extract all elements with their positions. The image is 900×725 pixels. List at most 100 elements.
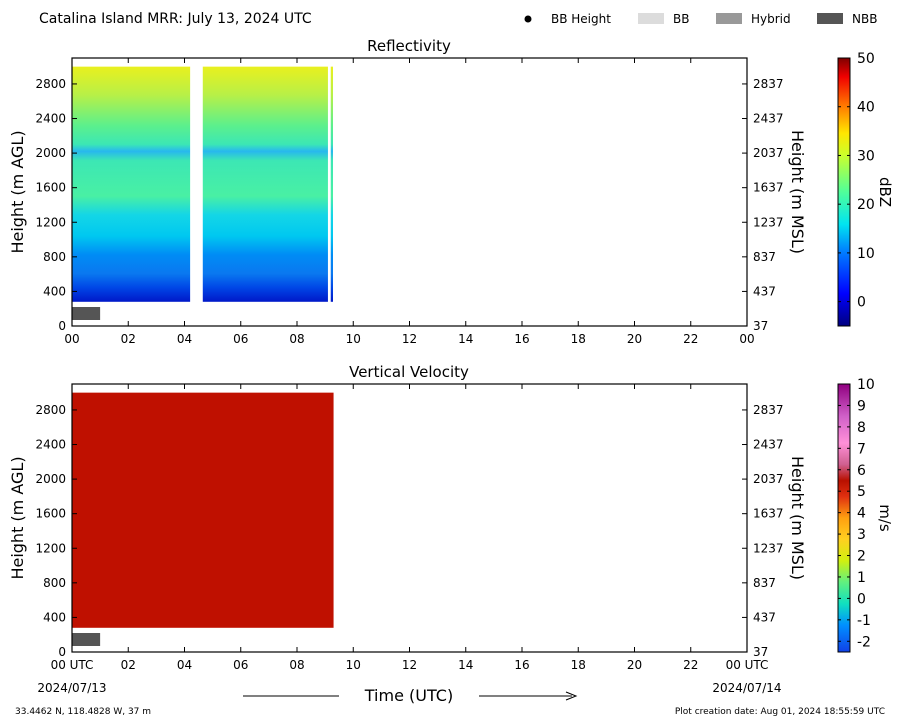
x-tick-label: 16 xyxy=(514,658,529,672)
colorbar-tick-label: 40 xyxy=(857,100,875,116)
y-tick-label-right: 837 xyxy=(753,576,776,590)
colorbar-tick-label: 0 xyxy=(857,591,866,607)
y-tick-label-right: 2437 xyxy=(753,112,784,126)
y-tick-label-right: 2837 xyxy=(753,403,784,417)
y-tick-label: 0 xyxy=(58,645,66,659)
y-tick-label-right: 1237 xyxy=(753,215,784,229)
y-tick-label: 2400 xyxy=(35,112,66,126)
x-tick-label: 14 xyxy=(458,658,473,672)
colorbar-tick-label: 30 xyxy=(857,148,875,164)
reflectivity-ylabel: Height (m AGL) xyxy=(8,130,27,253)
colorbar-tick-label: 50 xyxy=(857,51,875,67)
colorbar-tick-label: -1 xyxy=(857,613,871,629)
x-tick-label: 22 xyxy=(683,658,698,672)
x-tick-label: 04 xyxy=(177,332,192,346)
colorbar-tick-label: 0 xyxy=(857,295,866,311)
y-tick-label-right: 1637 xyxy=(753,507,784,521)
colorbar-tick-label: 1 xyxy=(857,570,866,586)
y-tick-label-right: 1237 xyxy=(753,541,784,555)
y-tick-label: 2400 xyxy=(35,438,66,452)
y-tick-label-right: 1637 xyxy=(753,181,784,195)
velocity-panel: Vertical Velocity 00 UTC 02 04 06 08 10 12 14 16… xyxy=(8,363,894,672)
y-tick-label: 1200 xyxy=(35,215,66,229)
data-block xyxy=(72,66,191,302)
x-tick-label: 00 xyxy=(64,332,79,346)
x-tick-label: 08 xyxy=(289,332,304,346)
bb-class-bar xyxy=(72,307,101,320)
nbb-legend-swatch xyxy=(817,13,843,24)
nbb-legend-label: NBB xyxy=(852,12,877,26)
velocity-ylabel-right: Height (m MSL) xyxy=(788,456,807,580)
bb-height-legend-label: BB Height xyxy=(551,12,611,26)
data-block xyxy=(202,66,328,302)
colorbar-tick-label: 5 xyxy=(857,484,866,500)
data-block xyxy=(72,392,334,628)
figure-title: Catalina Island MRR: July 13, 2024 UTC xyxy=(39,11,312,27)
x-tick-label: 20 xyxy=(627,332,642,346)
x-tick-label: 22 xyxy=(683,332,698,346)
bb-legend-swatch xyxy=(638,13,664,24)
y-tick-label-right: 37 xyxy=(753,645,768,659)
colorbar-tick-label: 20 xyxy=(857,197,875,213)
x-tick-label: 12 xyxy=(402,658,417,672)
colorbar-tick-label: 10 xyxy=(857,246,875,262)
colorbar-tick-label: 10 xyxy=(857,377,875,393)
y-tick-label: 2800 xyxy=(35,77,66,91)
colorbar-tick-label: 7 xyxy=(857,441,866,457)
y-tick-label-right: 2437 xyxy=(753,438,784,452)
colorbar-tick-label: 3 xyxy=(857,527,866,543)
y-tick-label-right: 2037 xyxy=(753,472,784,486)
time-axis-label: Time (UTC) xyxy=(364,686,453,705)
site-location: 33.4462 N, 118.4828 W, 37 m xyxy=(15,707,151,717)
x-tick-label: 02 xyxy=(121,332,136,346)
colorbar-tick-label: 6 xyxy=(857,463,866,479)
x-tick-label: 18 xyxy=(571,658,586,672)
y-tick-label: 1600 xyxy=(35,507,66,521)
x-tick-label: 02 xyxy=(121,658,136,672)
y-tick-label: 1600 xyxy=(35,181,66,195)
reflectivity-colorbar xyxy=(837,57,851,327)
bb-class-bar xyxy=(72,633,101,646)
colorbar-tick-label: 8 xyxy=(857,420,866,436)
time-arrow-right xyxy=(479,691,578,701)
x-tick-label: 16 xyxy=(514,332,529,346)
y-tick-label-right: 837 xyxy=(753,250,776,264)
x-tick-label: 10 xyxy=(346,332,361,346)
y-tick-label-right: 37 xyxy=(753,319,768,333)
reflectivity-ylabel-right: Height (m MSL) xyxy=(788,130,807,254)
x-tick-label: 10 xyxy=(346,658,361,672)
y-tick-label: 2000 xyxy=(35,146,66,160)
colorbar-tick-label: 9 xyxy=(857,398,866,414)
reflectivity-title: Reflectivity xyxy=(367,37,451,55)
colorbar-tick-label: 4 xyxy=(857,506,866,522)
x-tick-label: 20 xyxy=(627,658,642,672)
y-tick-label-right: 2837 xyxy=(753,77,784,91)
velocity-colorbar-label: m/s xyxy=(876,504,894,532)
y-tick-label: 2800 xyxy=(35,403,66,417)
x-tick-label: 08 xyxy=(289,658,304,672)
x-tick-label: 14 xyxy=(458,332,473,346)
date-left: 2024/07/13 xyxy=(37,681,106,695)
x-tick-label: 00 UTC xyxy=(726,658,769,672)
x-tick-label: 06 xyxy=(233,332,248,346)
x-tick-label: 18 xyxy=(571,332,586,346)
y-tick-label: 400 xyxy=(43,284,66,298)
y-tick-label: 1200 xyxy=(35,541,66,555)
y-tick-label-right: 2037 xyxy=(753,146,784,160)
date-right: 2024/07/14 xyxy=(712,681,781,695)
y-tick-label: 800 xyxy=(43,250,66,264)
reflectivity-panel: Reflectivity 00 02 04 06 08 10 12 14 16 18 20 22 000… xyxy=(8,37,894,346)
y-tick-label-right: 437 xyxy=(753,284,776,298)
velocity-ylabel: Height (m AGL) xyxy=(8,456,27,579)
x-tick-label: 00 UTC xyxy=(51,658,94,672)
reflectivity-colorbar-label: dBZ xyxy=(876,177,894,207)
y-tick-label: 800 xyxy=(43,576,66,590)
velocity-title: Vertical Velocity xyxy=(349,363,469,381)
x-tick-label: 04 xyxy=(177,658,192,672)
colorbar-tick-label: -2 xyxy=(857,634,871,650)
y-tick-label: 0 xyxy=(58,319,66,333)
hybrid-legend-label: Hybrid xyxy=(751,12,791,26)
y-tick-label-right: 437 xyxy=(753,610,776,624)
reflectivity-plot xyxy=(72,66,333,320)
